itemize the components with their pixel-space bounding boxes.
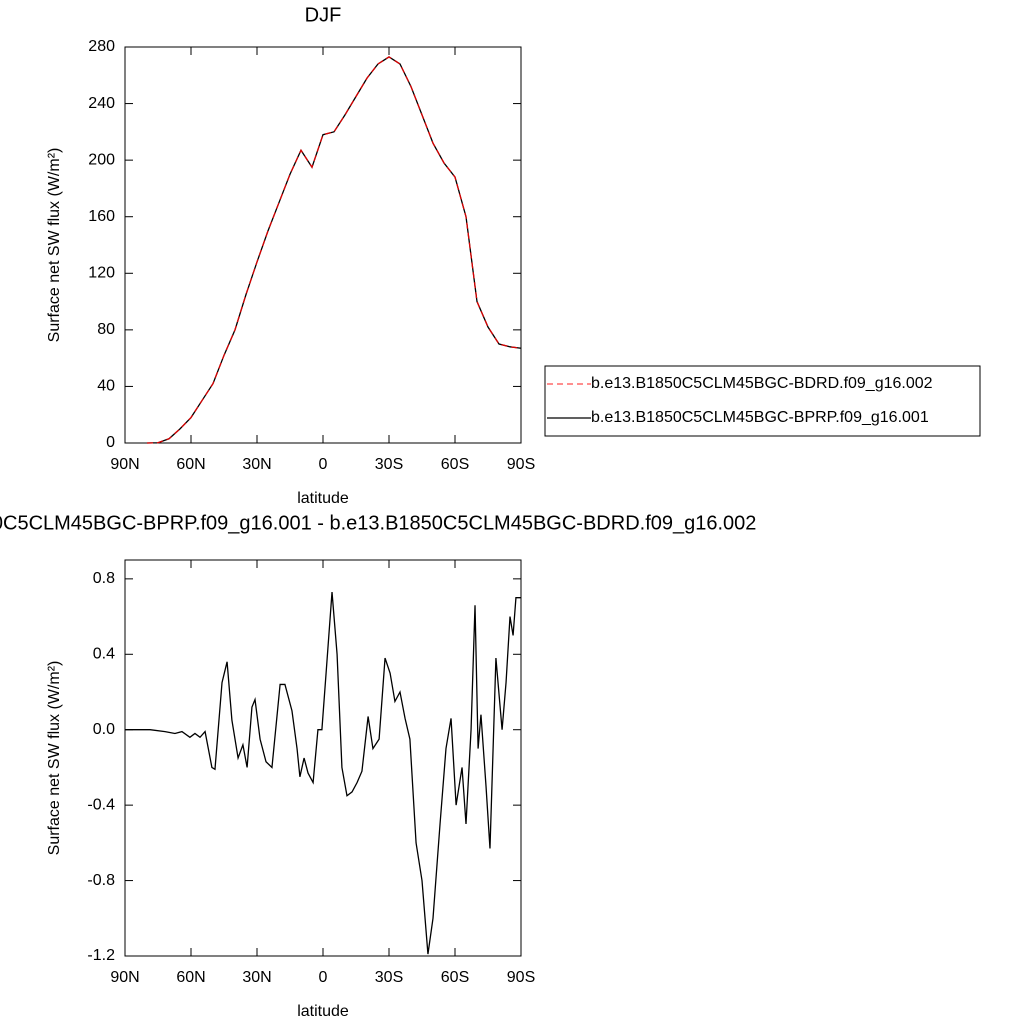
x-tick-label: 0	[319, 456, 328, 473]
y-tick-label: 120	[88, 265, 115, 282]
legend-label: b.e13.B1850C5CLM45BGC-BDRD.f09_g16.002	[591, 375, 933, 392]
data-line	[125, 592, 521, 955]
plot-frame	[124, 46, 522, 444]
y-tick-label: 280	[88, 38, 115, 55]
x-tick-label: 0	[319, 969, 328, 986]
y-axis-label: Surface net SW flux (W/m²)	[46, 148, 63, 343]
x-tick-label: 30N	[242, 456, 271, 473]
y-tick-label: -0.8	[87, 872, 115, 889]
x-tick-label: 90S	[507, 969, 535, 986]
x-tick-label: 90N	[110, 456, 139, 473]
data-line	[146, 56, 522, 444]
y-tick-label: 200	[88, 151, 115, 168]
x-tick-label: 90S	[507, 456, 535, 473]
x-tick-label: 60S	[441, 969, 469, 986]
x-axis-label: latitude	[297, 1003, 349, 1020]
y-tick-label: 240	[88, 95, 115, 112]
y-tick-label: -1.2	[87, 947, 115, 964]
plot-frame	[124, 559, 522, 957]
x-tick-label: 90N	[110, 969, 139, 986]
chart-title: b.e13.B1850C5CLM45BGC-BPRP.f09_g16.001 -…	[0, 512, 756, 534]
x-tick-label: 60N	[176, 456, 205, 473]
legend-label: b.e13.B1850C5CLM45BGC-BPRP.f09_g16.001	[591, 409, 929, 426]
y-tick-label: 0.8	[93, 570, 115, 587]
legend: b.e13.B1850C5CLM45BGC-BDRD.f09_g16.002 b.…	[544, 365, 981, 437]
y-tick-label: -0.4	[87, 796, 115, 813]
y-tick-label: 40	[97, 378, 115, 395]
y-tick-label: 0.0	[93, 721, 115, 738]
x-axis-label: latitude	[297, 490, 349, 507]
y-tick-label: 160	[88, 208, 115, 225]
x-tick-label: 60S	[441, 456, 469, 473]
y-axis-label: Surface net SW flux (W/m²)	[46, 661, 63, 856]
y-tick-label: 0.4	[93, 646, 115, 663]
y-tick-label: 80	[97, 321, 115, 338]
chart-title: DJF	[305, 4, 342, 26]
y-tick-label: 0	[106, 434, 115, 451]
x-tick-label: 30N	[242, 969, 271, 986]
x-tick-label: 60N	[176, 969, 205, 986]
legend-box	[544, 365, 981, 437]
x-tick-label: 30S	[375, 456, 403, 473]
x-tick-label: 30S	[375, 969, 403, 986]
data-line	[146, 56, 522, 444]
